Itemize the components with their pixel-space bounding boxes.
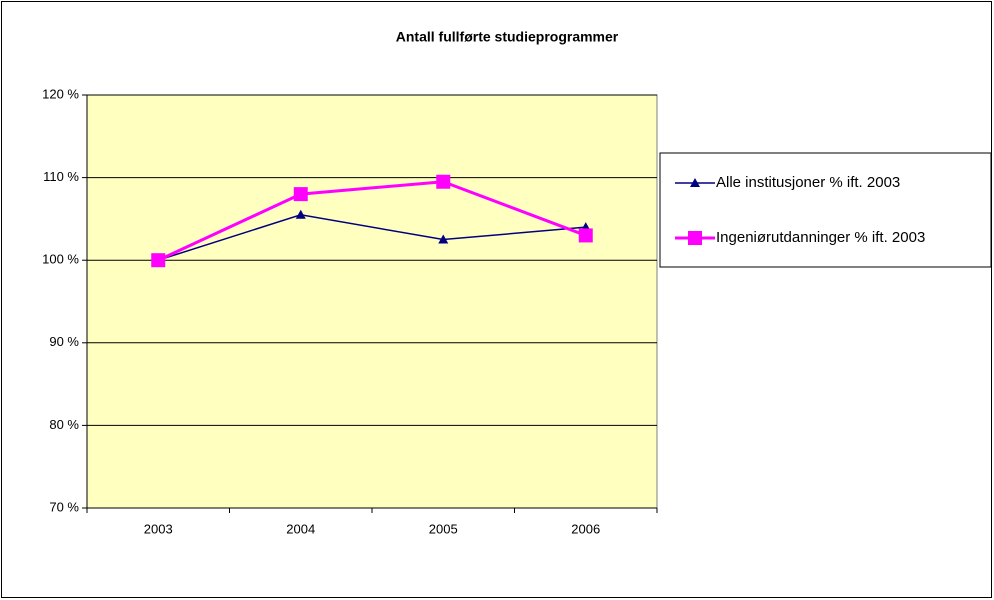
- plot-area: [86, 94, 658, 509]
- marker: [151, 253, 166, 268]
- marker: [295, 209, 306, 219]
- marker: [293, 187, 308, 202]
- chart-title: Antall fullførte studieprogrammer: [396, 29, 619, 45]
- marker: [436, 174, 451, 189]
- legend-marker: [688, 231, 702, 245]
- y-tick-label: 90 %: [49, 334, 79, 349]
- legend-label: Alle institusjoner % ift. 2003: [716, 174, 900, 191]
- y-tick-label: 110 %: [43, 169, 79, 184]
- y-tick-label: 80 %: [49, 417, 79, 432]
- series-line: [157, 180, 587, 262]
- legend-marker: [690, 178, 700, 187]
- marker: [578, 228, 593, 243]
- marker: [438, 234, 449, 244]
- y-tick-label: 120 %: [42, 86, 79, 101]
- y-tick-label: 100 %: [42, 252, 79, 267]
- x-tick-label: 2005: [429, 521, 458, 536]
- y-tick-label: 70 %: [49, 499, 79, 514]
- x-tick-label: 2003: [144, 521, 173, 536]
- series-line: [158, 213, 586, 261]
- x-tick-label: 2006: [571, 521, 600, 536]
- legend-label: Ingeniørutdanninger % ift. 2003: [716, 229, 925, 246]
- x-tick-label: 2004: [286, 521, 315, 536]
- legend-box: [659, 152, 992, 268]
